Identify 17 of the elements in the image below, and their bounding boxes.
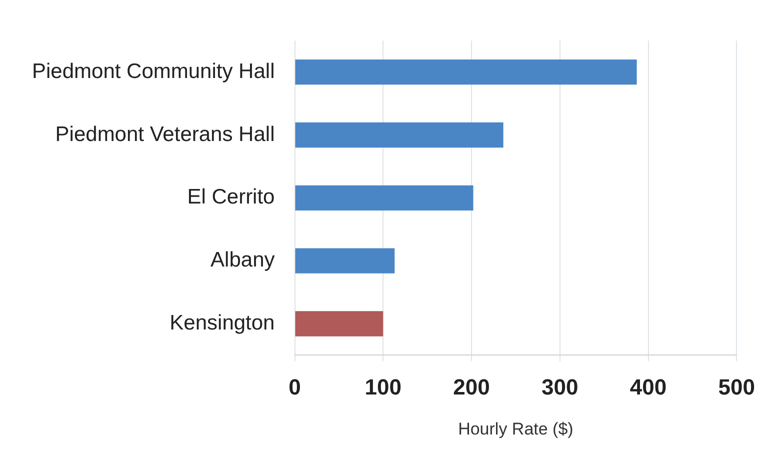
bar xyxy=(295,59,637,85)
bar xyxy=(295,248,395,274)
bar xyxy=(295,185,474,210)
y-tick-label: Piedmont Veterans Hall xyxy=(55,122,275,146)
y-tick-label: El Cerrito xyxy=(187,186,275,209)
x-tick-label: 0 xyxy=(288,374,301,400)
x-tick-label: 400 xyxy=(630,374,667,400)
x-tick-label: 500 xyxy=(718,374,756,400)
x-tick-label: 300 xyxy=(542,374,578,400)
bar xyxy=(295,122,504,148)
x-tick-label: 100 xyxy=(364,374,402,400)
y-tick-label: Kensington xyxy=(170,312,275,335)
x-tick-label: 200 xyxy=(453,374,490,400)
x-axis-title: Hourly Rate ($) xyxy=(458,419,574,438)
y-tick-label: Albany xyxy=(210,248,276,272)
y-tick-label: Piedmont Community Hall xyxy=(32,60,275,83)
bar xyxy=(295,311,384,336)
